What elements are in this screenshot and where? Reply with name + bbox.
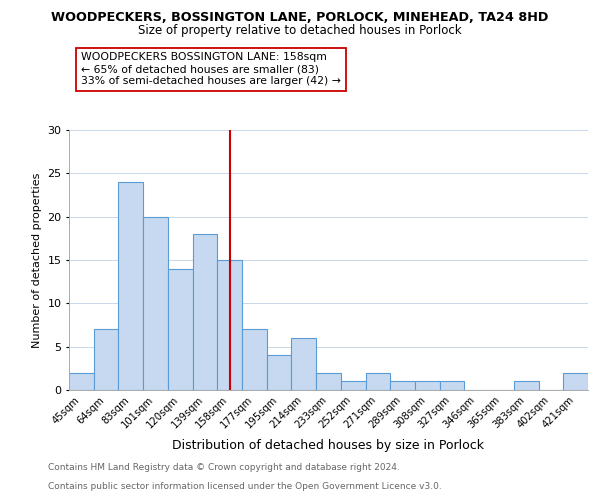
Bar bbox=[341, 382, 365, 390]
Text: Contains public sector information licensed under the Open Government Licence v3: Contains public sector information licen… bbox=[48, 482, 442, 491]
Bar bbox=[440, 382, 464, 390]
Bar bbox=[193, 234, 217, 390]
Text: Size of property relative to detached houses in Porlock: Size of property relative to detached ho… bbox=[138, 24, 462, 37]
Text: WOODPECKERS, BOSSINGTON LANE, PORLOCK, MINEHEAD, TA24 8HD: WOODPECKERS, BOSSINGTON LANE, PORLOCK, M… bbox=[52, 11, 548, 24]
Text: Contains HM Land Registry data © Crown copyright and database right 2024.: Contains HM Land Registry data © Crown c… bbox=[48, 464, 400, 472]
Bar bbox=[118, 182, 143, 390]
Bar bbox=[168, 268, 193, 390]
Text: WOODPECKERS BOSSINGTON LANE: 158sqm
← 65% of detached houses are smaller (83)
33: WOODPECKERS BOSSINGTON LANE: 158sqm ← 65… bbox=[81, 52, 341, 86]
X-axis label: Distribution of detached houses by size in Porlock: Distribution of detached houses by size … bbox=[173, 439, 485, 452]
Bar bbox=[390, 382, 415, 390]
Bar bbox=[415, 382, 440, 390]
Bar bbox=[267, 356, 292, 390]
Bar bbox=[292, 338, 316, 390]
Bar bbox=[217, 260, 242, 390]
Bar bbox=[514, 382, 539, 390]
Y-axis label: Number of detached properties: Number of detached properties bbox=[32, 172, 41, 348]
Bar bbox=[69, 372, 94, 390]
Bar bbox=[563, 372, 588, 390]
Bar bbox=[242, 330, 267, 390]
Bar bbox=[143, 216, 168, 390]
Bar bbox=[94, 330, 118, 390]
Bar bbox=[316, 372, 341, 390]
Bar bbox=[365, 372, 390, 390]
